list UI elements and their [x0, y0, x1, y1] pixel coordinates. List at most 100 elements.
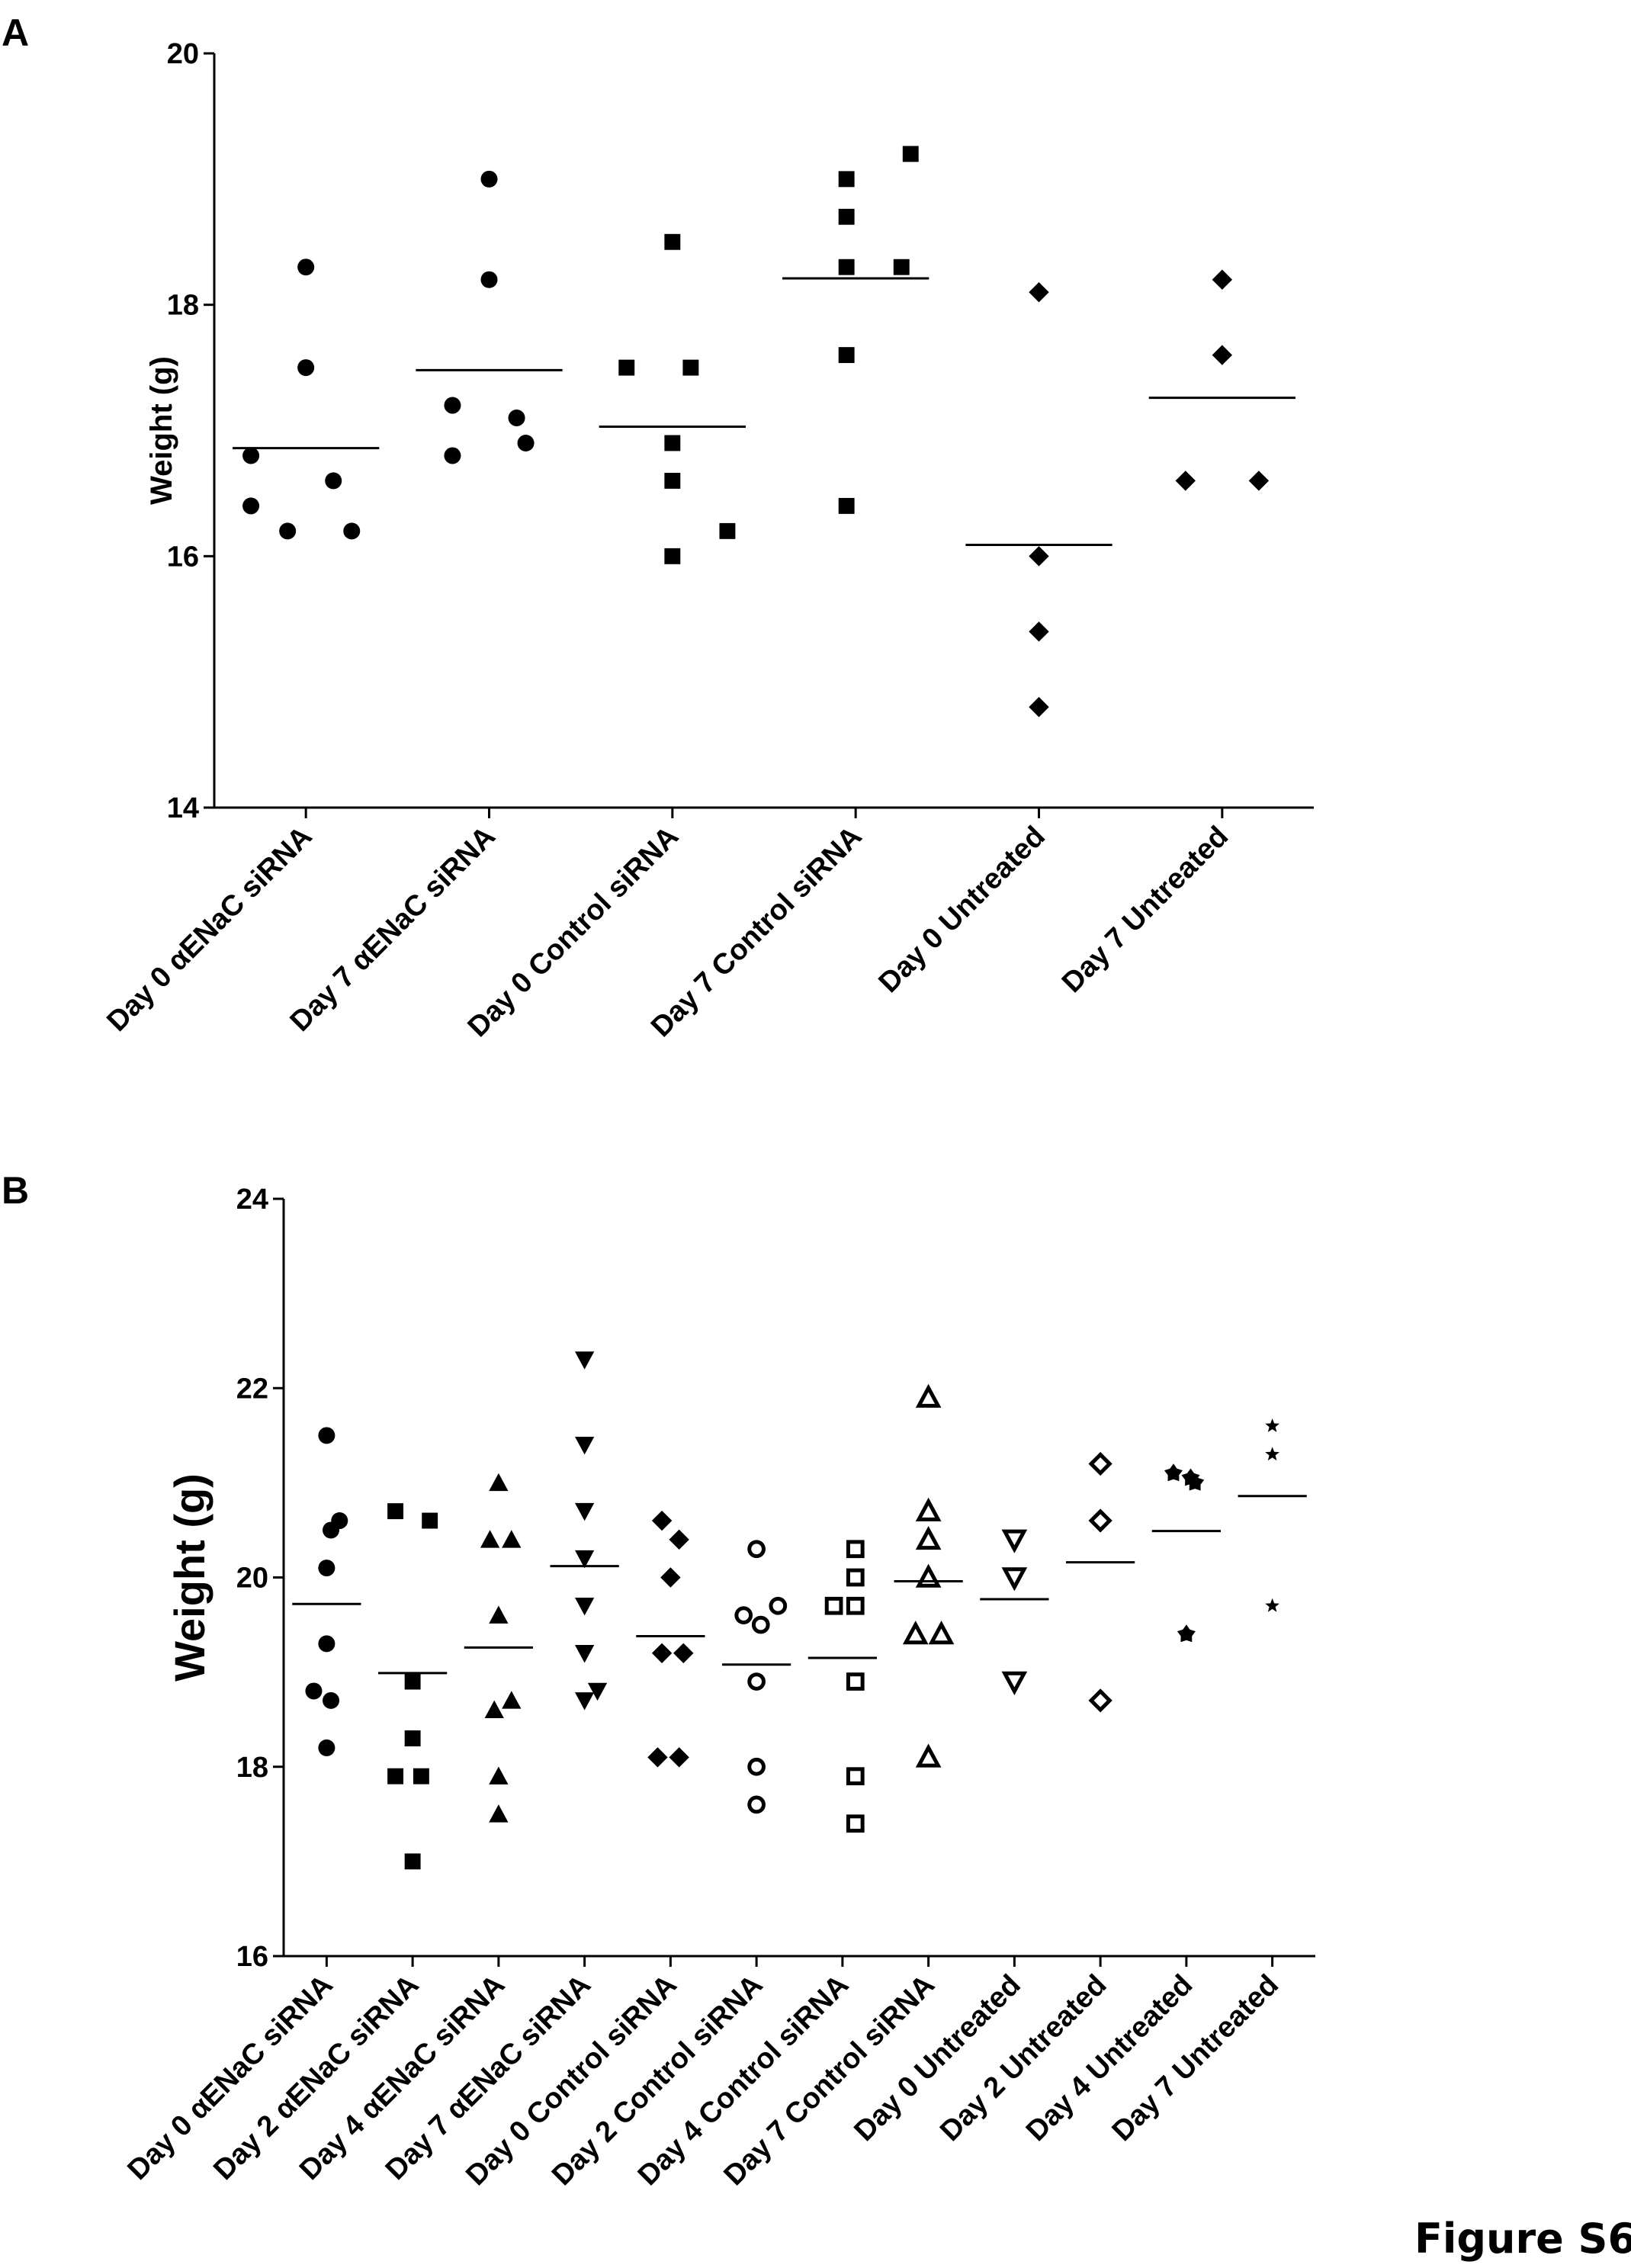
- data-point: [574, 1645, 595, 1663]
- data-point: [489, 1605, 509, 1624]
- data-point: [242, 447, 260, 464]
- data-point: [1212, 269, 1233, 290]
- data-point: [682, 359, 699, 376]
- data-point: [1265, 1598, 1279, 1612]
- data-point: [489, 1766, 509, 1785]
- panel-b-label: B: [2, 1169, 29, 1212]
- data-point: [915, 1383, 942, 1408]
- data-point: [489, 1473, 509, 1492]
- data-point: [387, 1768, 404, 1785]
- data-point: [664, 472, 681, 489]
- data-point: [325, 472, 342, 490]
- data-point: [747, 1795, 766, 1814]
- y-tick-label: 14: [167, 792, 199, 824]
- data-point: [664, 548, 681, 564]
- data-point: [297, 259, 315, 276]
- y-tick-label: 16: [167, 541, 199, 573]
- data-point: [651, 1643, 673, 1663]
- data-point: [846, 1672, 865, 1691]
- data-point: [502, 1530, 522, 1548]
- data-point: [502, 1691, 522, 1709]
- data-point: [1164, 1463, 1183, 1482]
- figure-caption: Figure S6: [1414, 2215, 1631, 2263]
- y-tick-label: 18: [236, 1752, 268, 1784]
- data-point: [915, 1497, 942, 1521]
- y-tick-label: 20: [236, 1563, 268, 1595]
- data-point: [1265, 1418, 1279, 1432]
- data-point: [1088, 1688, 1112, 1713]
- data-point: [747, 1540, 766, 1559]
- x-category-label: Day 7 Untreated: [1106, 1969, 1285, 2148]
- data-point: [846, 1596, 865, 1615]
- data-point: [734, 1606, 753, 1624]
- data-point: [769, 1596, 788, 1615]
- data-point: [902, 1621, 929, 1645]
- data-point: [824, 1596, 843, 1615]
- data-point: [480, 1530, 500, 1548]
- y-axis-title: Weight (g): [165, 1473, 214, 1682]
- data-point: [915, 1743, 942, 1768]
- data-point: [751, 1615, 770, 1634]
- data-point: [404, 1673, 421, 1690]
- data-point: [574, 1597, 595, 1616]
- x-category-label: Day 7 Untreated: [1056, 821, 1234, 999]
- data-point: [838, 208, 855, 225]
- data-point: [719, 522, 736, 539]
- data-point: [838, 497, 855, 514]
- data-point: [323, 1521, 340, 1539]
- data-point: [508, 410, 525, 427]
- data-point: [484, 1700, 504, 1719]
- data-point: [574, 1692, 595, 1711]
- data-point: [747, 1672, 766, 1691]
- data-point: [915, 1563, 942, 1588]
- data-point: [489, 1804, 509, 1823]
- data-point: [387, 1503, 404, 1520]
- data-point: [673, 1643, 694, 1663]
- data-point: [318, 1739, 336, 1756]
- data-point: [242, 497, 260, 515]
- data-point: [574, 1550, 595, 1569]
- data-point: [647, 1747, 668, 1768]
- data-point: [323, 1691, 340, 1709]
- data-point: [574, 1351, 595, 1370]
- data-point: [1029, 696, 1049, 718]
- data-point: [1248, 471, 1270, 491]
- data-point: [279, 522, 297, 540]
- data-point: [664, 435, 681, 451]
- data-point: [517, 434, 535, 451]
- data-point: [838, 259, 855, 275]
- y-tick-label: 22: [236, 1373, 268, 1405]
- x-category-label: Day 0 Untreated: [873, 821, 1051, 999]
- data-point: [413, 1768, 429, 1785]
- data-point: [1212, 345, 1233, 365]
- data-point: [305, 1682, 323, 1700]
- data-point: [318, 1635, 336, 1653]
- data-point: [297, 359, 315, 377]
- data-point: [444, 397, 461, 414]
- data-point: [1265, 1447, 1279, 1461]
- data-point: [846, 1814, 865, 1833]
- data-point: [846, 1568, 865, 1587]
- data-point: [480, 271, 498, 288]
- data-point: [915, 1525, 942, 1550]
- data-point: [574, 1436, 595, 1455]
- data-point: [660, 1567, 681, 1588]
- x-category-label: Day 0 αENaC siRNA: [101, 821, 318, 1038]
- data-point: [1186, 1473, 1205, 1491]
- data-point: [928, 1621, 955, 1645]
- data-point: [664, 233, 681, 250]
- x-category-label: Day 0 Control siRNA: [462, 821, 685, 1043]
- data-point: [1088, 1451, 1112, 1476]
- data-point: [651, 1510, 673, 1531]
- y-tick-label: 16: [236, 1941, 268, 1973]
- data-point: [1029, 281, 1049, 303]
- panel-a-label: A: [2, 11, 29, 54]
- x-category-label: Day 7 αENaC siRNA: [284, 821, 502, 1038]
- data-point: [618, 359, 635, 376]
- data-point: [343, 522, 361, 540]
- data-point: [444, 447, 461, 464]
- data-point: [480, 170, 498, 188]
- data-point: [1001, 1567, 1028, 1592]
- y-tick-label: 24: [236, 1184, 268, 1216]
